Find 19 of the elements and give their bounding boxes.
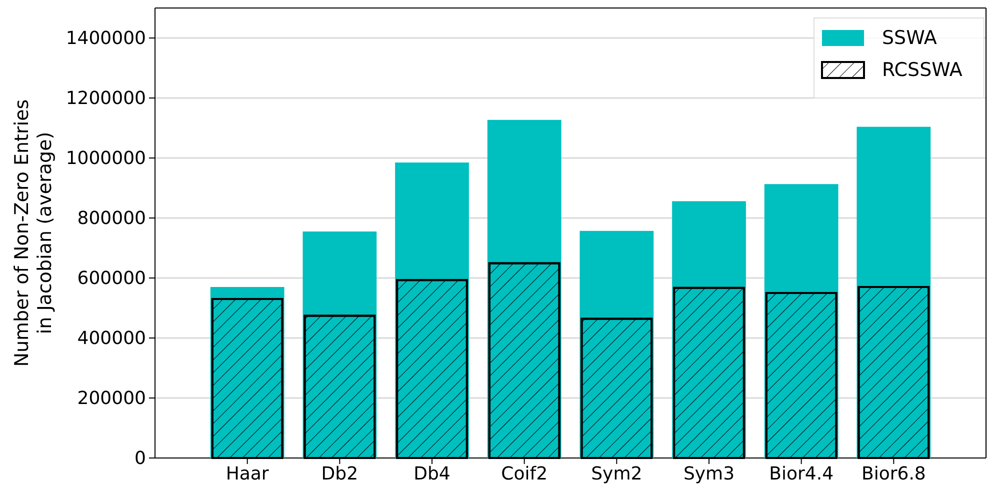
y-tick-label: 400000 — [77, 328, 146, 349]
x-tick-label: Coif2 — [501, 464, 548, 485]
y-axis-title: Number of Non-Zero Entries in Jacobian (average) — [11, 99, 56, 367]
x-tick-label: Sym3 — [683, 464, 735, 485]
x-tick-label: Bior4.4 — [769, 464, 834, 485]
y-tick-label: 600000 — [77, 268, 146, 289]
text: RCSSWA — [882, 59, 962, 81]
y-tick-label: 0 — [134, 448, 146, 469]
y-tick-label: 1200000 — [66, 88, 146, 109]
y-tick-label: 1400000 — [66, 28, 146, 49]
y-tick-label: 1000000 — [66, 148, 146, 169]
y-tick-label: 800000 — [77, 208, 146, 229]
x-tick-label: Bior6.8 — [861, 464, 926, 485]
x-tick-label: Db4 — [414, 464, 450, 485]
x-tick-label: Sym2 — [591, 464, 642, 485]
y-tick-label: 200000 — [77, 388, 146, 409]
x-tick-label: Haar — [226, 464, 270, 485]
x-tick-label: Db2 — [321, 464, 358, 485]
legend-label: SSWA — [882, 27, 937, 49]
